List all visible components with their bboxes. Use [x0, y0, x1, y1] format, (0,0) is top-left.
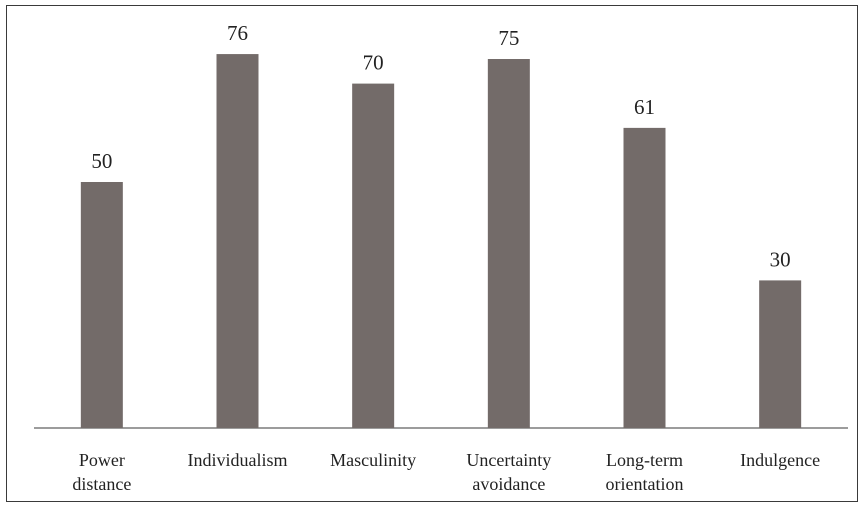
category-label-1: Individualism	[188, 450, 288, 470]
category-label-4: Long-term orientation	[606, 450, 684, 494]
chart-frame	[6, 5, 858, 502]
category-label-0-line-1: distance	[72, 474, 131, 494]
data-label-0: 50	[91, 149, 112, 173]
category-label-1-line-0: Individualism	[188, 450, 288, 470]
category-label-2-line-0: Masculinity	[330, 450, 416, 470]
bars-group	[80, 54, 802, 429]
category-label-2: Masculinity	[330, 450, 416, 470]
data-label-4: 61	[634, 95, 655, 119]
value-labels-group: 50 76 70 75 61 30	[91, 21, 790, 271]
category-label-4-line-1: orientation	[606, 474, 684, 494]
data-label-1: 76	[227, 21, 248, 45]
category-label-3-line-1: avoidance	[472, 474, 545, 494]
data-label-2: 70	[363, 51, 384, 75]
category-label-0-line-0: Power	[79, 450, 125, 470]
category-label-5: Indulgence	[740, 450, 820, 470]
bar-0	[80, 182, 123, 428]
bar-2	[352, 83, 395, 428]
bar-1	[216, 54, 259, 429]
category-label-3: Uncertainty avoidance	[466, 450, 551, 494]
bar-3	[487, 59, 530, 428]
data-label-3: 75	[498, 26, 519, 50]
bar-4	[623, 127, 666, 428]
bar-5	[759, 280, 802, 428]
category-labels-group: Power distance Individualism Masculinity Unc…	[72, 450, 820, 494]
category-label-0: Power distance	[72, 450, 131, 494]
category-label-5-line-0: Indulgence	[740, 450, 820, 470]
category-label-3-line-0: Uncertainty	[466, 450, 551, 470]
category-label-4-line-0: Long-term	[606, 450, 683, 470]
data-label-5: 30	[770, 247, 791, 271]
